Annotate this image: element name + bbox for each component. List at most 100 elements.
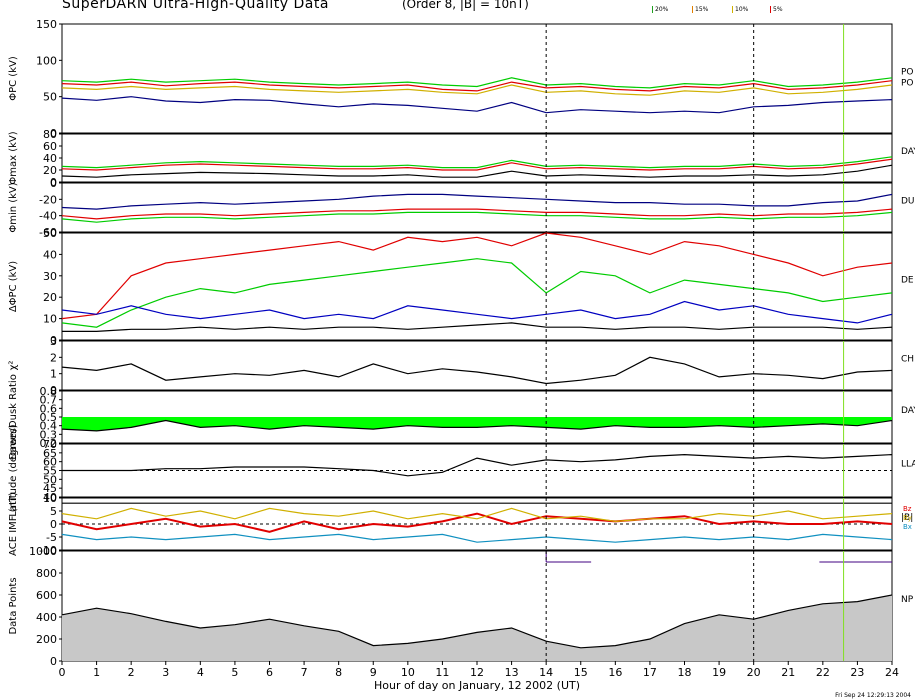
y-axis-label: ΔΦPC (kV) xyxy=(8,261,19,312)
ratio-fill xyxy=(62,417,892,431)
y-axis-label: Latitude (degrees) xyxy=(8,424,19,516)
legend-item: 10% xyxy=(732,6,748,13)
y-tick-label: 0.8 xyxy=(40,385,58,398)
series-line xyxy=(61,156,893,169)
x-tick-label: 2 xyxy=(128,666,135,679)
x-tick-label: 4 xyxy=(197,666,204,679)
x-tick-label: 18 xyxy=(678,666,692,679)
y-tick-label: -40 xyxy=(39,210,57,223)
panel-right-label: DU xyxy=(901,197,915,207)
x-tick-label: 10 xyxy=(401,666,415,679)
y-tick-label: 0 xyxy=(50,176,57,189)
y-axis-label: χ² xyxy=(8,361,19,371)
y-tick-label: 0 xyxy=(50,334,57,347)
y-tick-label: 20 xyxy=(43,164,57,177)
y-tick-label: 10 xyxy=(43,313,57,326)
panel-frame xyxy=(61,232,893,341)
y-tick-label: 2 xyxy=(50,351,57,364)
y-tick-label: 40 xyxy=(43,248,57,261)
x-tick-label: 15 xyxy=(574,666,588,679)
series-line xyxy=(61,80,893,92)
y-tick-label: 0 xyxy=(50,518,57,531)
panel-right-label: |B| xyxy=(901,513,913,523)
y-tick-label: 40 xyxy=(43,491,57,504)
y-tick-label: 45 xyxy=(43,482,57,495)
y-tick-label: 65 xyxy=(43,447,57,460)
area-fill xyxy=(62,595,892,661)
series-line xyxy=(61,512,893,533)
y-tick-label: 30 xyxy=(43,270,57,283)
legend-item: 15% xyxy=(692,6,708,13)
x-axis-label: Hour of day on January, 12 2002 (UT) xyxy=(374,679,580,692)
y-tick-label: 0 xyxy=(50,655,57,668)
y-tick-label: -5 xyxy=(46,531,57,544)
y-axis-label: Φmax (kV) xyxy=(8,131,19,184)
legend-item: 5% xyxy=(770,6,783,13)
x-tick-label: 20 xyxy=(747,666,761,679)
y-axis-label: Φmin (kV) xyxy=(8,182,19,232)
y-tick-label: 60 xyxy=(43,456,57,469)
x-tick-label: 14 xyxy=(539,666,553,679)
x-tick-label: 1 xyxy=(93,666,100,679)
x-tick-label: 8 xyxy=(335,666,342,679)
series-line xyxy=(61,232,893,320)
y-tick-label: 200 xyxy=(36,633,57,646)
y-tick-label: 10 xyxy=(43,492,57,505)
panel-right-label: LLA xyxy=(901,460,915,470)
x-tick-label: 5 xyxy=(231,666,238,679)
y-tick-label: 5 xyxy=(50,505,57,518)
panel-right-label: DE xyxy=(901,276,914,286)
x-tick-label: 9 xyxy=(370,666,377,679)
series-line xyxy=(62,453,893,477)
y-tick-label: 400 xyxy=(36,611,57,624)
legend-item: 20% xyxy=(652,6,668,13)
x-tick-label: 17 xyxy=(643,666,657,679)
y-tick-label: 1 xyxy=(50,368,57,381)
panel-right-label: PO xyxy=(901,79,914,89)
y-axis-label: ACE IMF (nT) xyxy=(8,492,19,556)
x-tick-label: 7 xyxy=(301,666,308,679)
y-tick-label: 0.2 xyxy=(40,437,58,450)
series-line xyxy=(61,193,893,210)
y-tick-label: 50 xyxy=(43,473,57,486)
y-tick-label: 0.3 xyxy=(40,428,58,441)
panel-frame xyxy=(61,340,893,391)
imf-component-label: Bz xyxy=(903,505,912,513)
series-line xyxy=(61,300,893,324)
y-tick-label: 70 xyxy=(43,438,57,451)
panel-right-label: NP xyxy=(901,595,914,605)
y-tick-label: 1000 xyxy=(29,545,57,558)
y-tick-label: 80 xyxy=(43,128,57,141)
y-tick-label: 20 xyxy=(43,291,57,304)
x-tick-label: 0 xyxy=(59,666,66,679)
y-tick-label: 600 xyxy=(36,589,57,602)
x-tick-label: 11 xyxy=(435,666,449,679)
y-tick-label: 3 xyxy=(50,335,57,348)
y-axis-label: Dawn/Dusk Ratio xyxy=(8,374,19,460)
y-tick-label: 0 xyxy=(50,177,57,190)
y-tick-label: 800 xyxy=(36,567,57,580)
y-tick-label: 0.5 xyxy=(40,411,58,424)
y-tick-label: 0.6 xyxy=(40,402,58,415)
x-tick-label: 13 xyxy=(505,666,519,679)
y-tick-label: 0.7 xyxy=(40,394,58,407)
y-tick-label: 60 xyxy=(43,140,57,153)
imf-component-label: By xyxy=(903,514,912,522)
page-subtitle: (Order 8, |B| = 10nT) xyxy=(402,0,529,11)
y-tick-label: 50 xyxy=(43,227,57,240)
series-line xyxy=(61,164,893,178)
series-line xyxy=(62,322,893,332)
series-line xyxy=(61,96,893,114)
page-title: SuperDARN Ultra-High-Quality Data xyxy=(62,0,329,12)
panel-right-label: CH xyxy=(901,355,914,365)
series-line xyxy=(61,211,893,223)
y-tick-label: 0 xyxy=(50,384,57,397)
panel-right-label: DAY xyxy=(901,406,915,416)
y-tick-label: 0.4 xyxy=(40,420,58,433)
y-tick-label: 55 xyxy=(43,465,57,478)
series-line xyxy=(61,84,893,96)
x-tick-label: 21 xyxy=(781,666,795,679)
panel-right-label: DAY xyxy=(901,147,915,157)
y-axis-label: ΦPC (kV) xyxy=(8,56,19,101)
